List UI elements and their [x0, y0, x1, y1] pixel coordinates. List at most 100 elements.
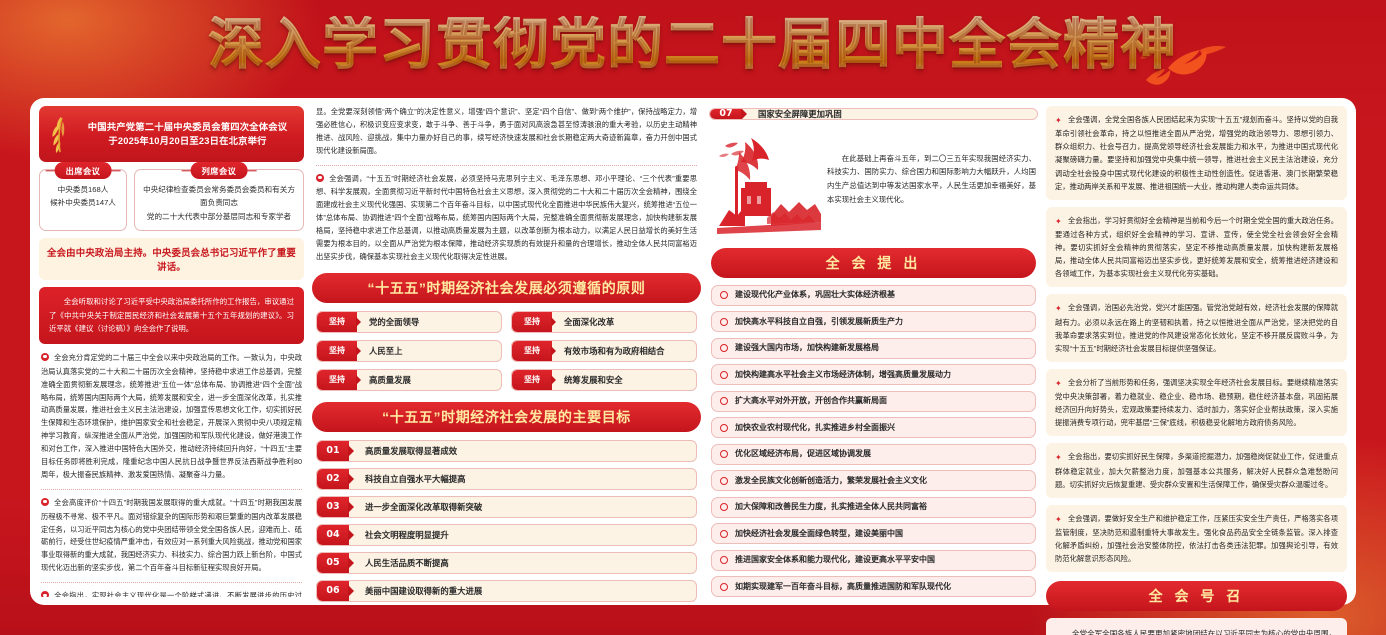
bullet-dot-icon — [316, 173, 327, 187]
paragraph-text: 全会高度评价“十四五”时期我国发展取得的重大成就。“十四五”时期我国发展历程极不… — [41, 497, 303, 573]
proposal-label: 优化区域经济布局，促进区域协调发展 — [735, 449, 871, 458]
goal-label: 美丽中国建设取得新的重大进展 — [365, 585, 483, 596]
proposal-item[interactable]: 优化区域经济布局，促进区域协调发展 — [711, 443, 1036, 465]
proposal-item[interactable]: 加快构建高水平社会主义市场经济体制，增强高质量发展动力 — [711, 364, 1036, 385]
goal-item[interactable]: 02 科技自立自强水平大幅提高 — [316, 467, 697, 490]
bullet-dot-icon — [41, 591, 52, 597]
principle-label: 全面深化改革 — [564, 316, 615, 327]
ring-bullet-icon — [720, 450, 728, 458]
star-bullet-icon: ✦ — [1055, 216, 1062, 226]
proposal-item[interactable]: 加快农业农村现代化，扎实推进乡村全面振兴 — [711, 417, 1036, 438]
column-three: 07 国家安全屏障更加巩固 — [709, 106, 1038, 597]
illustration-text: 在此基础上再奋斗五年，到二〇三五年实现我国经济实力、科技实力、国防实力、综合国力… — [827, 153, 1036, 204]
report-statement: 全会听取和讨论了习近平受中央政治局委托所作的工作报告，审议通过了《中共中央关于制… — [39, 286, 304, 344]
ring-bullet-icon — [720, 582, 728, 591]
proposal-label: 建设现代化产业体系，巩固壮大实体经济根基 — [735, 290, 895, 299]
goal-item[interactable]: 05 人民生活品质不断提高 — [316, 551, 697, 574]
dove-icon — [1138, 28, 1258, 100]
page-title: 深入学习贯彻党的二十届四中全会精神 — [208, 12, 1178, 76]
principle-tag: 坚持 — [317, 369, 357, 390]
ring-bullet-icon — [720, 291, 728, 299]
ring-bullet-icon — [720, 476, 728, 485]
card-tag-observer: 列席会议 — [190, 162, 248, 179]
note-block: ✦ 全会强调，治国必先治党，党兴才能国强。管党治党越有效，经济社会发展的保障就越有… — [1046, 294, 1347, 362]
paragraph-text: 显。全党要深刻领悟“两个确立”的决定性意义，增强“四个意识”、坚定“四个自信”、… — [316, 107, 697, 155]
goal-label: 科技自立自强水平大幅提高 — [365, 473, 466, 484]
principle-label: 人民至上 — [369, 345, 403, 356]
ring-bullet-icon — [720, 503, 728, 511]
bullet-dot-icon — [41, 497, 52, 511]
principle-item[interactable]: 坚持 统筹发展和安全 — [511, 368, 697, 391]
column-one-body: 全会充分肯定党的二十届三中全会以来中央政治局的工作。一致认为，中央政治局认真落实… — [39, 352, 304, 597]
goals-section-title: “十五五”时期经济社会发展的主要目标 — [312, 401, 701, 432]
proposal-label: 推进国家安全体系和能力现代化，建设更高水平平安中国 — [735, 555, 935, 564]
note-block: ✦ 全会指出，要切实抓好民生保障，多渠道挖掘潜力，加强稳岗促就业工作，促进重点群体… — [1046, 443, 1347, 498]
note-text: 全会指出，学习好贯彻好全会精神是当前和今后一个时期全党全国的重大政治任务。要通过… — [1055, 215, 1338, 279]
page-title-wrap: 深入学习贯彻党的二十届四中全会精神 — [0, 12, 1386, 76]
call-text-box: 全党全军全国各族人民要更加紧密地团结在以习近平同志为核心的党中央周围，为基本实现… — [1046, 618, 1347, 635]
goal-item[interactable]: 04 社会文明程度明显提升 — [316, 523, 697, 546]
attendance-card-present: 出席会议 中央委员168人 候补中央委员147人 — [39, 162, 127, 231]
star-bullet-icon: ✦ — [1055, 116, 1062, 125]
principle-tag: 坚持 — [512, 340, 552, 361]
ring-bullet-icon — [720, 397, 728, 405]
meeting-header-text: 中国共产党第二十届中央委员会第四次全体会议 于2025年10月20日至23日在北京… — [87, 121, 288, 146]
proposal-label: 如期实现建军一百年奋斗目标，高质量推进国防和军队现代化 — [735, 581, 951, 591]
proposal-item[interactable]: 建设强大国内市场，加快构建新发展格局 — [711, 337, 1036, 359]
goal-label: 进一步全面深化改革取得新突破 — [365, 501, 483, 512]
proposal-item[interactable]: 扩大高水平对外开放，开创合作共赢新局面 — [711, 390, 1036, 412]
goal-label: 高质量发展取得显著成效 — [365, 445, 458, 456]
paragraph-text: 全会充分肯定党的二十届三中全会以来中央政治局的工作。一致认为，中央政治局认真落实… — [41, 352, 303, 479]
proposal-item[interactable]: 加快高水平科技自立自强，引领发展新质生产力 — [711, 311, 1036, 332]
proposal-item[interactable]: 激发全民族文化创新创造活力，繁荣发展社会主义文化 — [711, 470, 1036, 491]
content-board: 中国共产党第二十届中央委员会第四次全体会议 于2025年10月20日至23日在北京… — [30, 98, 1356, 635]
card-tag-present: 出席会议 — [54, 162, 112, 179]
goal-number: 02 — [317, 468, 349, 489]
principle-tag: 坚持 — [317, 340, 357, 361]
proposal-label: 加大保障和改善民生力度，扎实推进全体人民共同富裕 — [735, 502, 927, 511]
ring-bullet-icon — [720, 556, 728, 564]
principle-item[interactable]: 坚持 人民至上 — [316, 339, 502, 362]
ring-bullet-icon — [720, 370, 728, 379]
proposal-label: 扩大高水平对外开放，开创合作共赢新局面 — [735, 396, 887, 405]
goal-number: 03 — [317, 496, 349, 517]
paragraph-text: 全会指出，实现社会主义现代化是一个阶梯式递进、不断发展进步的历史过程，需要不懈努… — [54, 591, 302, 597]
goal-item[interactable]: 01 高质量发展取得显著成效 — [316, 439, 697, 462]
proposal-item[interactable]: 建设现代化产业体系，巩固壮大实体经济根基 — [711, 284, 1036, 306]
card-body-observer: 中央纪律检查委员会常务委员会委员和有关方面负责同志 党的二十大代表中部分基层同志和… — [143, 185, 295, 221]
goal-number: 05 — [317, 552, 349, 573]
goal-item[interactable]: 06 美丽中国建设取得新的重大进展 — [316, 579, 697, 602]
paragraph-text: 全会强调，“十五五”时期经济社会发展，必须坚持马克思列宁主义、毛泽东思想、邓小平… — [316, 173, 697, 261]
principle-item[interactable]: 坚持 高质量发展 — [316, 368, 502, 391]
note-text: 全会分析了当前形势和任务，强调坚决实现全年经济社会发展目标。要继续精准落实党中央… — [1055, 377, 1338, 428]
note-block: ✦ 全会强调，要做好安全生产和维护稳定工作，压紧压实安全生产责任，严格落实各项监管… — [1046, 504, 1347, 573]
proposal-label: 建设强大国内市场，加快构建新发展格局 — [735, 343, 879, 352]
principle-label: 有效市场和有为政府相结合 — [564, 345, 665, 356]
proposal-item[interactable]: 加大保障和改善民生力度，扎实推进全体人民共同富裕 — [711, 496, 1036, 518]
proposal-label: 加快农业农村现代化，扎实推进乡村全面振兴 — [735, 422, 895, 432]
principle-tag: 坚持 — [512, 311, 552, 332]
ring-bullet-icon — [720, 344, 728, 352]
note-block: ✦ 全会强调，全党全国各族人民团结起来为实现“十五五”规划而奋斗。坚持以党的自我革… — [1046, 106, 1347, 200]
principle-item[interactable]: 坚持 全面深化改革 — [511, 310, 697, 333]
goal-number: 06 — [317, 580, 349, 601]
goal-number: 01 — [317, 440, 349, 461]
paragraph: 全会指出，实现社会主义现代化是一个阶梯式递进、不断发展进步的历史过程，需要不懈努… — [41, 590, 302, 597]
principle-item[interactable]: 坚持 有效市场和有为政府相结合 — [511, 339, 697, 362]
proposal-label: 加快构建高水平社会主义市场经济体制，增强高质量发展动力 — [735, 369, 951, 379]
attendance-card-observer: 列席会议 中央纪律检查委员会常务委员会委员和有关方面负责同志 党的二十大代表中部分… — [134, 162, 304, 231]
card-body-present: 中央委员168人 候补中央委员147人 — [50, 185, 116, 208]
star-bullet-icon: ✦ — [1055, 453, 1062, 463]
goal-label: 人民生活品质不断提高 — [365, 557, 449, 568]
principle-item[interactable]: 坚持 党的全面领导 — [316, 310, 502, 333]
proposal-item[interactable]: 加快经济社会发展全面绿色转型，建设美丽中国 — [711, 523, 1036, 544]
principles-list: 坚持 党的全面领导 坚持 全面深化改革 坚持 人民至上 坚持 有效市场和有为政府… — [312, 310, 701, 393]
divider — [316, 164, 697, 166]
principle-label: 统筹发展和安全 — [564, 374, 623, 385]
goal-item[interactable]: 03 进一步全面深化改革取得新突破 — [316, 495, 697, 518]
ring-bullet-icon — [720, 423, 728, 432]
proposal-item[interactable]: 如期实现建军一百年奋斗目标，高质量推进国防和军队现代化 — [711, 576, 1036, 597]
proposal-item[interactable]: 推进国家安全体系和能力现代化，建设更高水平平安中国 — [711, 549, 1036, 571]
goal-item-07[interactable]: 07 国家安全屏障更加巩固 — [709, 108, 1038, 120]
meeting-header: 中国共产党第二十届中央委员会第四次全体会议 于2025年10月20日至23日在北京… — [39, 106, 304, 162]
